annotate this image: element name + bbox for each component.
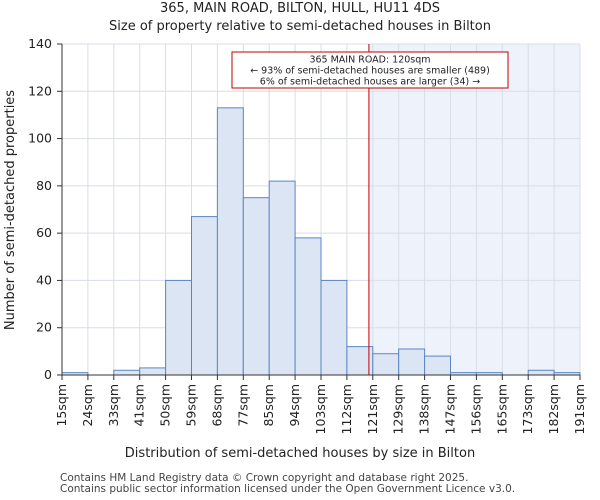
bar-68sqm (216, 107, 244, 376)
x-tick-label: 50sqm (158, 384, 173, 427)
annotation-line-2: ← 93% of semi-detached houses are smalle… (250, 66, 490, 77)
x-tick-label: 41sqm (132, 384, 147, 427)
bar-138sqm (424, 355, 452, 376)
x-tick-label: 77sqm (235, 384, 250, 427)
bar-94sqm (294, 237, 322, 376)
y-tick-label: 80 (36, 178, 52, 193)
x-tick-label: 121sqm (365, 384, 380, 434)
y-tick-label: 120 (28, 83, 52, 98)
x-tick-label: 59sqm (184, 384, 199, 427)
x-tick-label: 182sqm (546, 384, 561, 434)
x-axis-label: Distribution of semi-detached houses by … (125, 446, 475, 461)
x-tick-label: 156sqm (468, 384, 483, 434)
annotation-line-1: 365 MAIN ROAD: 120sqm (309, 55, 430, 66)
x-tick-label: 173sqm (520, 384, 535, 434)
y-axis-label: Number of semi-detached properties (3, 90, 18, 330)
bar-77sqm (242, 197, 270, 376)
bar-59sqm (191, 216, 218, 376)
chart-title: 365, MAIN ROAD, BILTON, HULL, HU11 4DS (160, 1, 440, 16)
larger-region-shade (368, 44, 580, 375)
x-tick-label: 94sqm (287, 384, 302, 427)
plot-area: 0 20 40 60 80 100 120 140 15sqm 24sqm 33sqm 41sqm 50… (28, 36, 587, 434)
bar-85sqm (268, 180, 296, 376)
bar-173sqm (527, 369, 555, 376)
x-tick-label: 112sqm (339, 384, 354, 434)
annotation-line-3: 6% of semi-detached houses are larger (3… (260, 77, 480, 88)
bar-33sqm (113, 369, 141, 376)
y-tick-label: 0 (44, 367, 52, 382)
y-tick-label: 60 (36, 225, 52, 240)
bar-121sqm (372, 353, 400, 376)
x-tick-label: 129sqm (391, 384, 406, 434)
bar-103sqm (320, 279, 348, 376)
annotation-box (231, 51, 509, 89)
bar-129sqm (398, 348, 426, 376)
x-tick-label: 147sqm (443, 384, 458, 434)
x-tick-label: 15sqm (54, 384, 69, 427)
x-tick-label: 33sqm (106, 384, 121, 427)
y-tick-label: 100 (28, 131, 52, 146)
bar-41sqm (139, 367, 167, 376)
x-tick-label: 191sqm (572, 384, 587, 434)
bar-50sqm (165, 279, 193, 376)
x-tick-label: 68sqm (209, 384, 224, 427)
y-tick-label: 20 (36, 320, 52, 335)
x-tick-label: 85sqm (261, 384, 276, 427)
x-tick-label: 165sqm (494, 384, 509, 434)
x-tick-label: 24sqm (80, 384, 95, 427)
x-tick-label: 138sqm (417, 384, 432, 434)
footer-licence: Contains public sector information licen… (60, 483, 516, 495)
chart-subtitle: Size of property relative to semi-detach… (109, 19, 491, 34)
y-tick-label: 140 (28, 36, 52, 51)
footer-copyright: Contains HM Land Registry data © Crown c… (60, 472, 469, 484)
x-tick-label: 103sqm (313, 384, 328, 434)
y-tick-label: 40 (36, 272, 52, 287)
